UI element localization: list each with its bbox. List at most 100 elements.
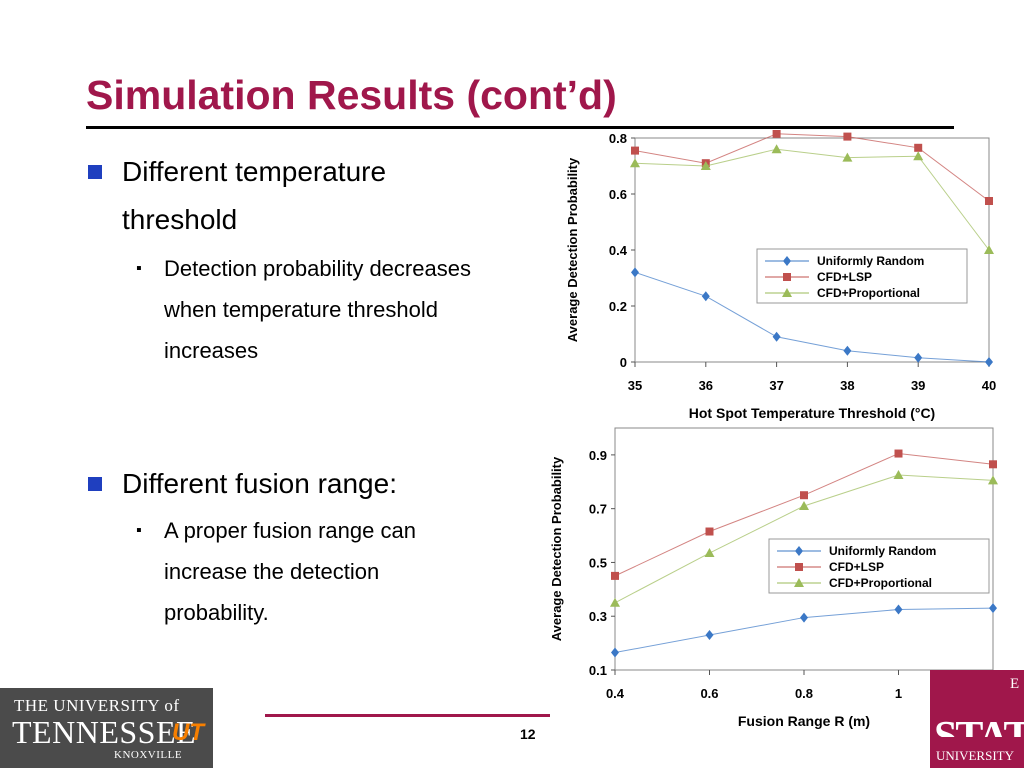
x-tick-label: 0.8 [795, 686, 813, 701]
square-marker [914, 143, 923, 152]
triangle-marker [893, 470, 904, 480]
x-tick-label: 40 [982, 378, 996, 393]
y-tick-label: 0.6 [609, 187, 627, 202]
square-marker [611, 571, 619, 580]
diamond-marker [800, 612, 808, 623]
square-marker [894, 449, 903, 458]
y-tick-label: 0.4 [609, 243, 628, 258]
x-tick-label: 35 [628, 378, 642, 393]
sub-bullet-line: increases [164, 338, 259, 363]
logo-line: THE UNIVERSITY of [14, 696, 180, 715]
x-tick-label: 0.6 [700, 686, 718, 701]
temperature-threshold-chart: 0 0.2 0.4 0.6 0.8 35 36 37 38 39 40 Hot Spot Temper… [565, 130, 996, 421]
triangle-marker [610, 597, 620, 607]
bullet-item-2: Different fusion range: [88, 460, 548, 508]
triangle-marker [794, 578, 804, 587]
diamond-marker [772, 331, 781, 342]
triangle-marker [988, 475, 998, 485]
legend-label: CFD+LSP [817, 270, 872, 284]
square-marker [795, 563, 803, 571]
diamond-marker [914, 352, 923, 363]
logo-wordmark: STATE [934, 714, 1024, 760]
diamond-marker [783, 256, 791, 266]
sub-bullet-line: Detection probability decreases [164, 256, 471, 281]
square-marker [800, 491, 808, 500]
triangle-marker [630, 158, 640, 168]
triangle-marker [842, 152, 853, 162]
slide-title: Simulation Results (cont’d) [86, 72, 617, 118]
series-line [634, 271, 990, 363]
bullet-text-line: Different fusion range: [122, 468, 397, 499]
triangle-marker [771, 144, 782, 154]
fusion-range-chart: 0.10.30.50.70.90.40.60.811.2Fusion Range… [549, 427, 1002, 729]
square-bullet-icon [88, 165, 102, 179]
bullet-item-1: Different temperature threshold [88, 148, 548, 244]
sub-bullet-item: ▪ A proper fusion range can increase the… [88, 510, 548, 633]
triangle-marker [782, 288, 792, 297]
y-tick-label: 0.3 [589, 609, 607, 624]
square-marker [989, 460, 997, 469]
logo-fragment: E [1010, 676, 1020, 692]
triangle-marker [799, 500, 809, 510]
x-tick-label: 39 [911, 378, 925, 393]
diamond-marker [989, 603, 997, 614]
series-line [634, 133, 990, 202]
bullet-group-2: Different fusion range: ▪ A proper fusio… [88, 460, 548, 633]
square-marker [705, 527, 714, 536]
x-tick-label: 38 [840, 378, 854, 393]
sub-bullet-line: when temperature threshold [164, 297, 438, 322]
square-marker [772, 130, 781, 138]
x-tick-label: 1 [895, 686, 902, 701]
x-axis-label: Hot Spot Temperature Threshold (°C) [689, 405, 935, 421]
diamond-marker [705, 630, 714, 641]
square-marker [985, 197, 993, 205]
y-tick-label: 0.7 [589, 502, 607, 517]
y-tick-label: 0.2 [609, 299, 627, 314]
y-tick-label: 0.5 [589, 555, 607, 570]
diamond-marker [843, 345, 852, 356]
small-square-bullet-icon: ▪ [136, 260, 142, 277]
state-university-logo: E STATE UNIVERSITY [930, 670, 1024, 768]
diamond-marker [795, 546, 803, 556]
x-tick-label: 37 [769, 378, 783, 393]
triangle-marker [704, 548, 715, 558]
square-marker [783, 273, 791, 281]
logo-line: TENNESSEE [12, 714, 197, 750]
legend-label: CFD+Proportional [817, 286, 920, 300]
y-tick-label: 0.1 [589, 663, 607, 678]
square-marker [631, 146, 639, 155]
ut-mark: UT [172, 719, 204, 746]
legend-label: Uniformly Random [829, 544, 936, 558]
sub-bullet-line: increase the detection [164, 559, 380, 584]
sub-bullet-line: probability. [164, 600, 269, 625]
diamond-marker [611, 647, 619, 658]
square-marker [843, 132, 852, 141]
x-axis-label: Fusion Range R (m) [738, 713, 870, 729]
sub-bullet-item: ▪ Detection probability decreases when t… [88, 248, 548, 371]
page-number: 12 [520, 726, 536, 742]
x-tick-label: 0.4 [606, 686, 625, 701]
sub-bullet-line: A proper fusion range can [164, 518, 416, 543]
bullet-text-line: Different temperature [122, 156, 387, 187]
y-tick-label: 0 [620, 355, 627, 370]
x-tick-label: 36 [699, 378, 713, 393]
y-tick-label: 0.8 [609, 131, 627, 146]
diamond-marker [894, 604, 903, 615]
logo-line: KNOXVILLE [114, 749, 183, 761]
square-bullet-icon [88, 477, 102, 491]
university-of-tennessee-logo: THE UNIVERSITY of TENNESSEE UT KNOXVILLE [0, 688, 213, 768]
legend-box [756, 248, 968, 304]
diamond-marker [985, 357, 993, 367]
small-square-bullet-icon: ▪ [136, 522, 142, 539]
diamond-marker [701, 291, 710, 302]
logo-line: UNIVERSITY [936, 748, 1014, 763]
title-divider [86, 126, 954, 129]
triangle-marker [913, 151, 924, 161]
legend-label: CFD+Proportional [829, 576, 932, 590]
y-axis-label: Average Detection Probability [565, 157, 580, 342]
bullet-group-1: Different temperature threshold ▪ Detect… [88, 148, 548, 371]
legend-box [768, 538, 990, 594]
y-tick-label: 0.9 [589, 448, 607, 463]
series-line [634, 148, 990, 251]
y-axis-label: Average Detection Probability [549, 456, 564, 641]
